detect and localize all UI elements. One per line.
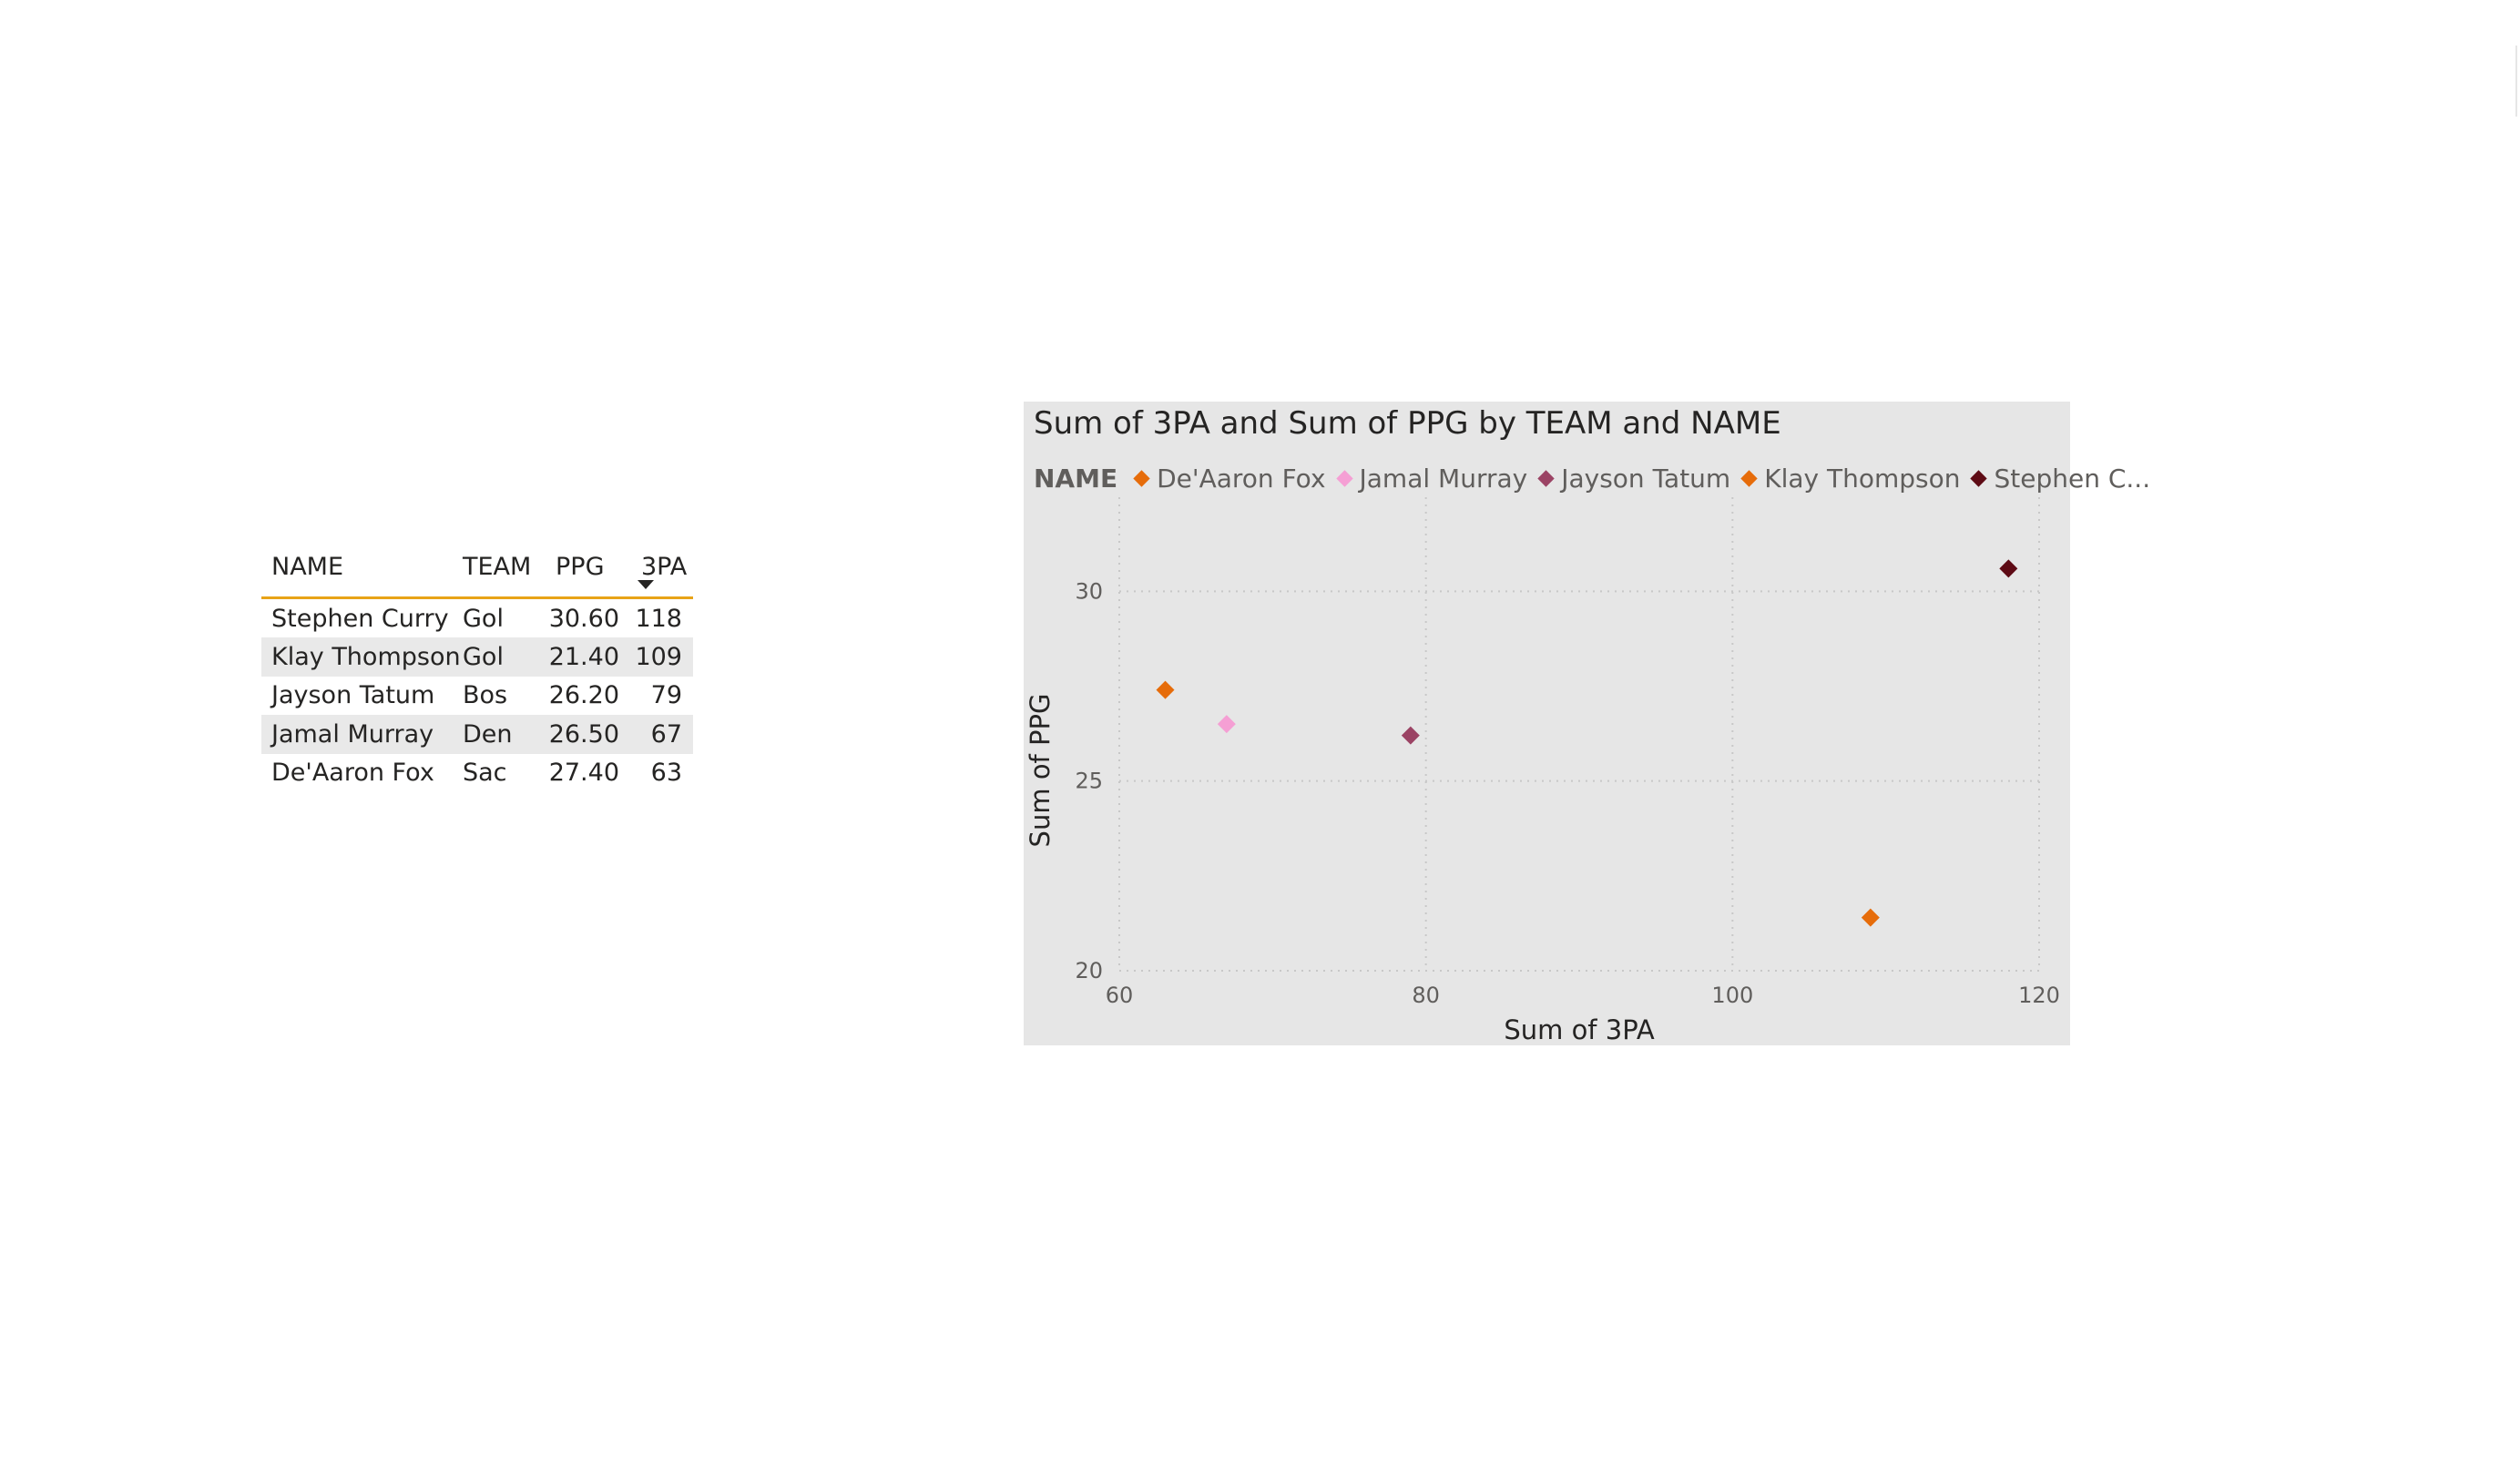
- scrollbar-edge: [2515, 46, 2517, 117]
- cell-team: Gol: [463, 604, 504, 633]
- legend-item[interactable]: Jamal Murray: [1335, 463, 1528, 494]
- column-header-team[interactable]: TEAM: [463, 553, 532, 581]
- legend-marker-icon: [1970, 469, 1988, 487]
- column-header-3pa[interactable]: 3PA: [641, 553, 688, 581]
- players-table: NAME TEAM PPG 3PA Stephen Curry Gol 30.6…: [261, 537, 693, 792]
- scatter-chart-visual[interactable]: 60 80 100 120 20 25 30 Sum of 3PA Sum of PPG Sum…: [1024, 402, 2150, 1045]
- legend-marker-icon: [1537, 469, 1555, 487]
- table-header: NAME TEAM PPG 3PA: [261, 537, 693, 599]
- column-header-ppg[interactable]: PPG: [556, 553, 605, 581]
- legend-item[interactable]: Jayson Tatum: [1536, 464, 1730, 494]
- table-row[interactable]: De'Aaron Fox Sac 27.40 63: [261, 754, 693, 792]
- y-axis-title: Sum of PPG: [1025, 694, 1056, 848]
- legend-label: Jamal Murray: [1359, 463, 1528, 494]
- legend-marker-icon: [1133, 469, 1150, 487]
- legend-item[interactable]: Stephen C...: [1969, 464, 2150, 494]
- data-point: [1861, 908, 1880, 927]
- x-axis-title: Sum of 3PA: [1504, 1014, 1655, 1045]
- y-tick-label: 30: [1075, 578, 1103, 604]
- legend-label: Jayson Tatum: [1561, 463, 1731, 494]
- legend-item[interactable]: De'Aaron Fox: [1132, 463, 1326, 494]
- data-point: [1999, 559, 2018, 578]
- column-header-name[interactable]: NAME: [271, 553, 344, 581]
- data-point: [1401, 726, 1420, 745]
- cell-ppg: 27.40: [548, 759, 619, 788]
- legend-label: De'Aaron Fox: [1157, 463, 1326, 494]
- y-tick-label: 20: [1075, 958, 1103, 983]
- cell-team: Gol: [463, 643, 504, 672]
- data-point: [1217, 715, 1236, 734]
- data-point: [1156, 680, 1175, 699]
- cell-ppg: 26.50: [548, 719, 619, 749]
- cell-name: De'Aaron Fox: [271, 759, 434, 788]
- legend-marker-icon: [1335, 469, 1353, 487]
- x-tick-label: 80: [1412, 983, 1440, 1008]
- legend-marker-icon: [1740, 469, 1758, 487]
- cell-name: Jayson Tatum: [271, 681, 435, 710]
- legend-item[interactable]: Klay Thompson: [1740, 464, 1960, 494]
- cell-name: Stephen Curry: [271, 604, 449, 633]
- y-tick-label: 25: [1075, 769, 1103, 794]
- cell-ppg: 30.60: [548, 604, 619, 633]
- cell-team: Bos: [463, 681, 508, 710]
- cell-3pa: 79: [650, 681, 682, 710]
- chart-title: Sum of 3PA and Sum of PPG by TEAM and NA…: [1034, 405, 1781, 442]
- cell-name: Klay Thompson: [271, 643, 461, 672]
- legend-label: Stephen C...: [1994, 463, 2151, 494]
- chart-legend: NAME De'Aaron Fox Jamal Murray Jayson Tatu…: [1034, 457, 2159, 499]
- legend-label: Klay Thompson: [1764, 463, 1961, 494]
- cell-3pa: 67: [650, 719, 682, 749]
- cell-3pa: 63: [650, 759, 682, 788]
- table-row[interactable]: Stephen Curry Gol 30.60 118: [261, 599, 693, 637]
- table-row[interactable]: Klay Thompson Gol 21.40 109: [261, 637, 693, 677]
- cell-name: Jamal Murray: [271, 719, 434, 749]
- x-tick-label: 120: [2018, 983, 2060, 1008]
- table-row[interactable]: Jayson Tatum Bos 26.20 79: [261, 677, 693, 715]
- cell-ppg: 26.20: [548, 681, 619, 710]
- legend-title: NAME: [1034, 463, 1118, 494]
- scatter-plot: 60 80 100 120 20 25 30 Sum of 3PA Sum of PPG: [1025, 497, 2060, 1045]
- cell-3pa: 109: [635, 643, 682, 672]
- sort-descending-icon: [638, 580, 654, 589]
- x-tick-label: 60: [1106, 983, 1134, 1008]
- cell-team: Sac: [463, 759, 507, 788]
- table-row[interactable]: Jamal Murray Den 26.50 67: [261, 715, 693, 754]
- cell-3pa: 118: [635, 604, 682, 633]
- cell-team: Den: [463, 719, 513, 749]
- cell-ppg: 21.40: [548, 643, 619, 672]
- x-tick-label: 100: [1711, 983, 1753, 1008]
